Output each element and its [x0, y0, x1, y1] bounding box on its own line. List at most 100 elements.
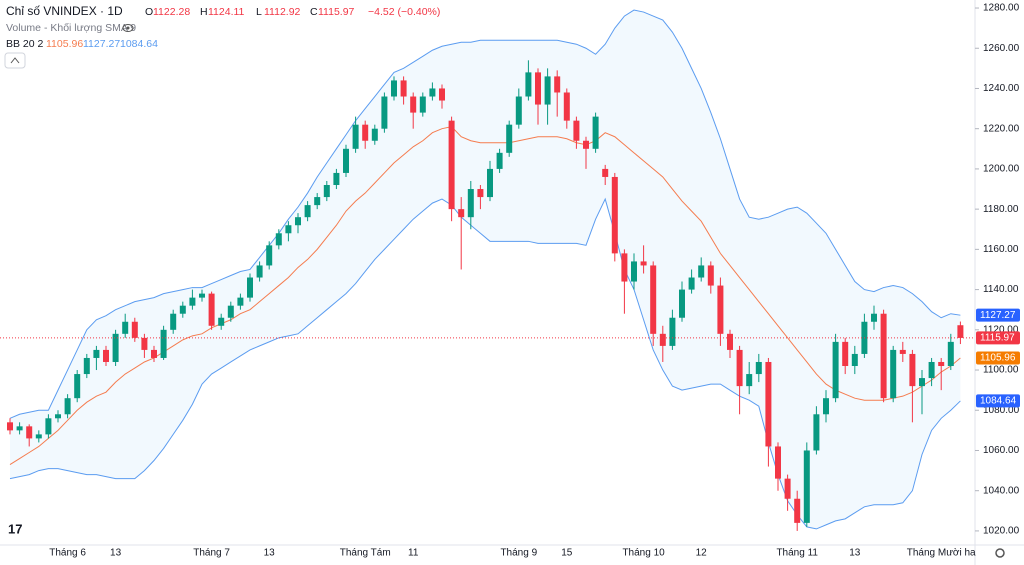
- candle-body: [947, 341, 954, 367]
- x-tick-label: Tháng 7: [193, 548, 230, 559]
- candle-body: [909, 353, 916, 387]
- candle-body: [765, 361, 772, 447]
- y-tick-label: 1220.00: [983, 123, 1020, 134]
- y-tick-label: 1200.00: [983, 164, 1020, 175]
- candle-body: [419, 96, 426, 113]
- candle-body: [266, 245, 273, 266]
- candle-body: [74, 374, 81, 399]
- y-tick-label: 1140.00: [983, 284, 1019, 295]
- y-tick-label: 1240.00: [983, 83, 1020, 94]
- candle-body: [199, 293, 205, 298]
- candle-body: [592, 116, 599, 149]
- candle-body: [746, 374, 753, 387]
- candle-body: [295, 217, 301, 226]
- x-tick-label: 13: [264, 548, 276, 559]
- candle-body: [208, 293, 215, 326]
- x-tick-label: Tháng 10: [622, 548, 665, 559]
- candle-body: [611, 176, 618, 254]
- candle-body: [659, 333, 666, 346]
- candle-body: [717, 285, 724, 334]
- candle-body: [83, 357, 90, 375]
- candle-body: [122, 321, 129, 334]
- tv-logo: 17: [5, 519, 27, 539]
- candle-body: [151, 349, 157, 358]
- candle-body: [304, 205, 311, 218]
- y-tick-label: 1180.00: [983, 204, 1019, 215]
- logo-bg: [5, 519, 27, 539]
- candle-body: [784, 478, 791, 499]
- ohlc-value: 1122.28: [153, 6, 190, 18]
- candle-body: [544, 76, 551, 105]
- collapse-button[interactable]: [4, 52, 26, 69]
- y-tick-label: 1020.00: [983, 526, 1020, 537]
- candle-body: [515, 96, 522, 125]
- candle-body: [707, 265, 714, 286]
- ohlc-value: 1112.92: [264, 6, 301, 18]
- band-middle: [9, 126, 961, 465]
- candle-body: [323, 185, 330, 198]
- x-tick-label: 11: [408, 548, 419, 559]
- settings-icon[interactable]: [995, 548, 1005, 558]
- eye-icon[interactable]: [122, 24, 134, 32]
- candle-body: [679, 289, 685, 318]
- candle-body: [602, 168, 609, 177]
- candle-body: [535, 72, 541, 105]
- candle-body: [381, 96, 388, 129]
- candle-body: [919, 378, 925, 387]
- candle-body: [698, 265, 705, 278]
- candle-body: [45, 418, 52, 435]
- candle-body: [957, 325, 964, 338]
- candle-body: [179, 305, 186, 314]
- candle-body: [352, 124, 359, 149]
- candle-body: [669, 317, 676, 346]
- price-box: [976, 351, 1020, 365]
- logo-mark: 17: [8, 521, 22, 536]
- y-tick-label: 1040.00: [983, 485, 1020, 496]
- candle-body: [688, 277, 695, 290]
- candle-body: [727, 333, 733, 350]
- candle-body: [554, 76, 561, 93]
- change-value: −4.52 (−0.40%): [368, 6, 440, 18]
- candle-body: [631, 261, 637, 282]
- price-box-label: 1127.27: [980, 310, 1016, 321]
- bb-value: 1084.64: [120, 38, 158, 50]
- candle-body: [583, 140, 589, 149]
- candle-body: [93, 349, 100, 358]
- bb-value: 1105.96: [46, 38, 83, 50]
- candle-body: [410, 96, 417, 113]
- candle-body: [227, 305, 234, 318]
- chart-title: Chỉ số VNINDEX · 1D: [6, 4, 123, 18]
- candle-body: [7, 422, 13, 431]
- candle-body: [429, 88, 436, 97]
- eye-outline: [122, 24, 134, 32]
- candle-body: [448, 120, 455, 210]
- candle-body: [458, 209, 465, 218]
- x-tick-label: 15: [561, 548, 573, 559]
- x-tick-label: Tháng Tám: [340, 548, 391, 559]
- candle-body: [736, 349, 743, 387]
- price-box: [976, 331, 1020, 345]
- candle-body: [343, 148, 349, 173]
- bb-value: 1127.27: [83, 38, 120, 50]
- price-box: [976, 308, 1020, 322]
- y-tick-label: 1120.00: [983, 324, 1019, 335]
- collapse-arrow: [10, 57, 20, 64]
- y-tick-label: 1280.00: [983, 3, 1020, 14]
- candle-body: [362, 124, 369, 141]
- candle-body: [237, 297, 244, 306]
- candle-body: [871, 313, 877, 322]
- candle-body: [823, 398, 829, 415]
- candle-body: [218, 317, 225, 326]
- price-box: [976, 394, 1020, 408]
- candle-body: [189, 297, 196, 306]
- candle-body: [525, 72, 532, 97]
- candle-body: [563, 92, 570, 121]
- y-tick-label: 1160.00: [983, 244, 1019, 255]
- candle-body: [141, 337, 148, 350]
- candle-body: [160, 329, 167, 358]
- bb-label: BB 20 2: [6, 38, 44, 50]
- candle-body: [35, 434, 42, 439]
- candle-body: [803, 450, 810, 523]
- candle-body: [55, 414, 61, 419]
